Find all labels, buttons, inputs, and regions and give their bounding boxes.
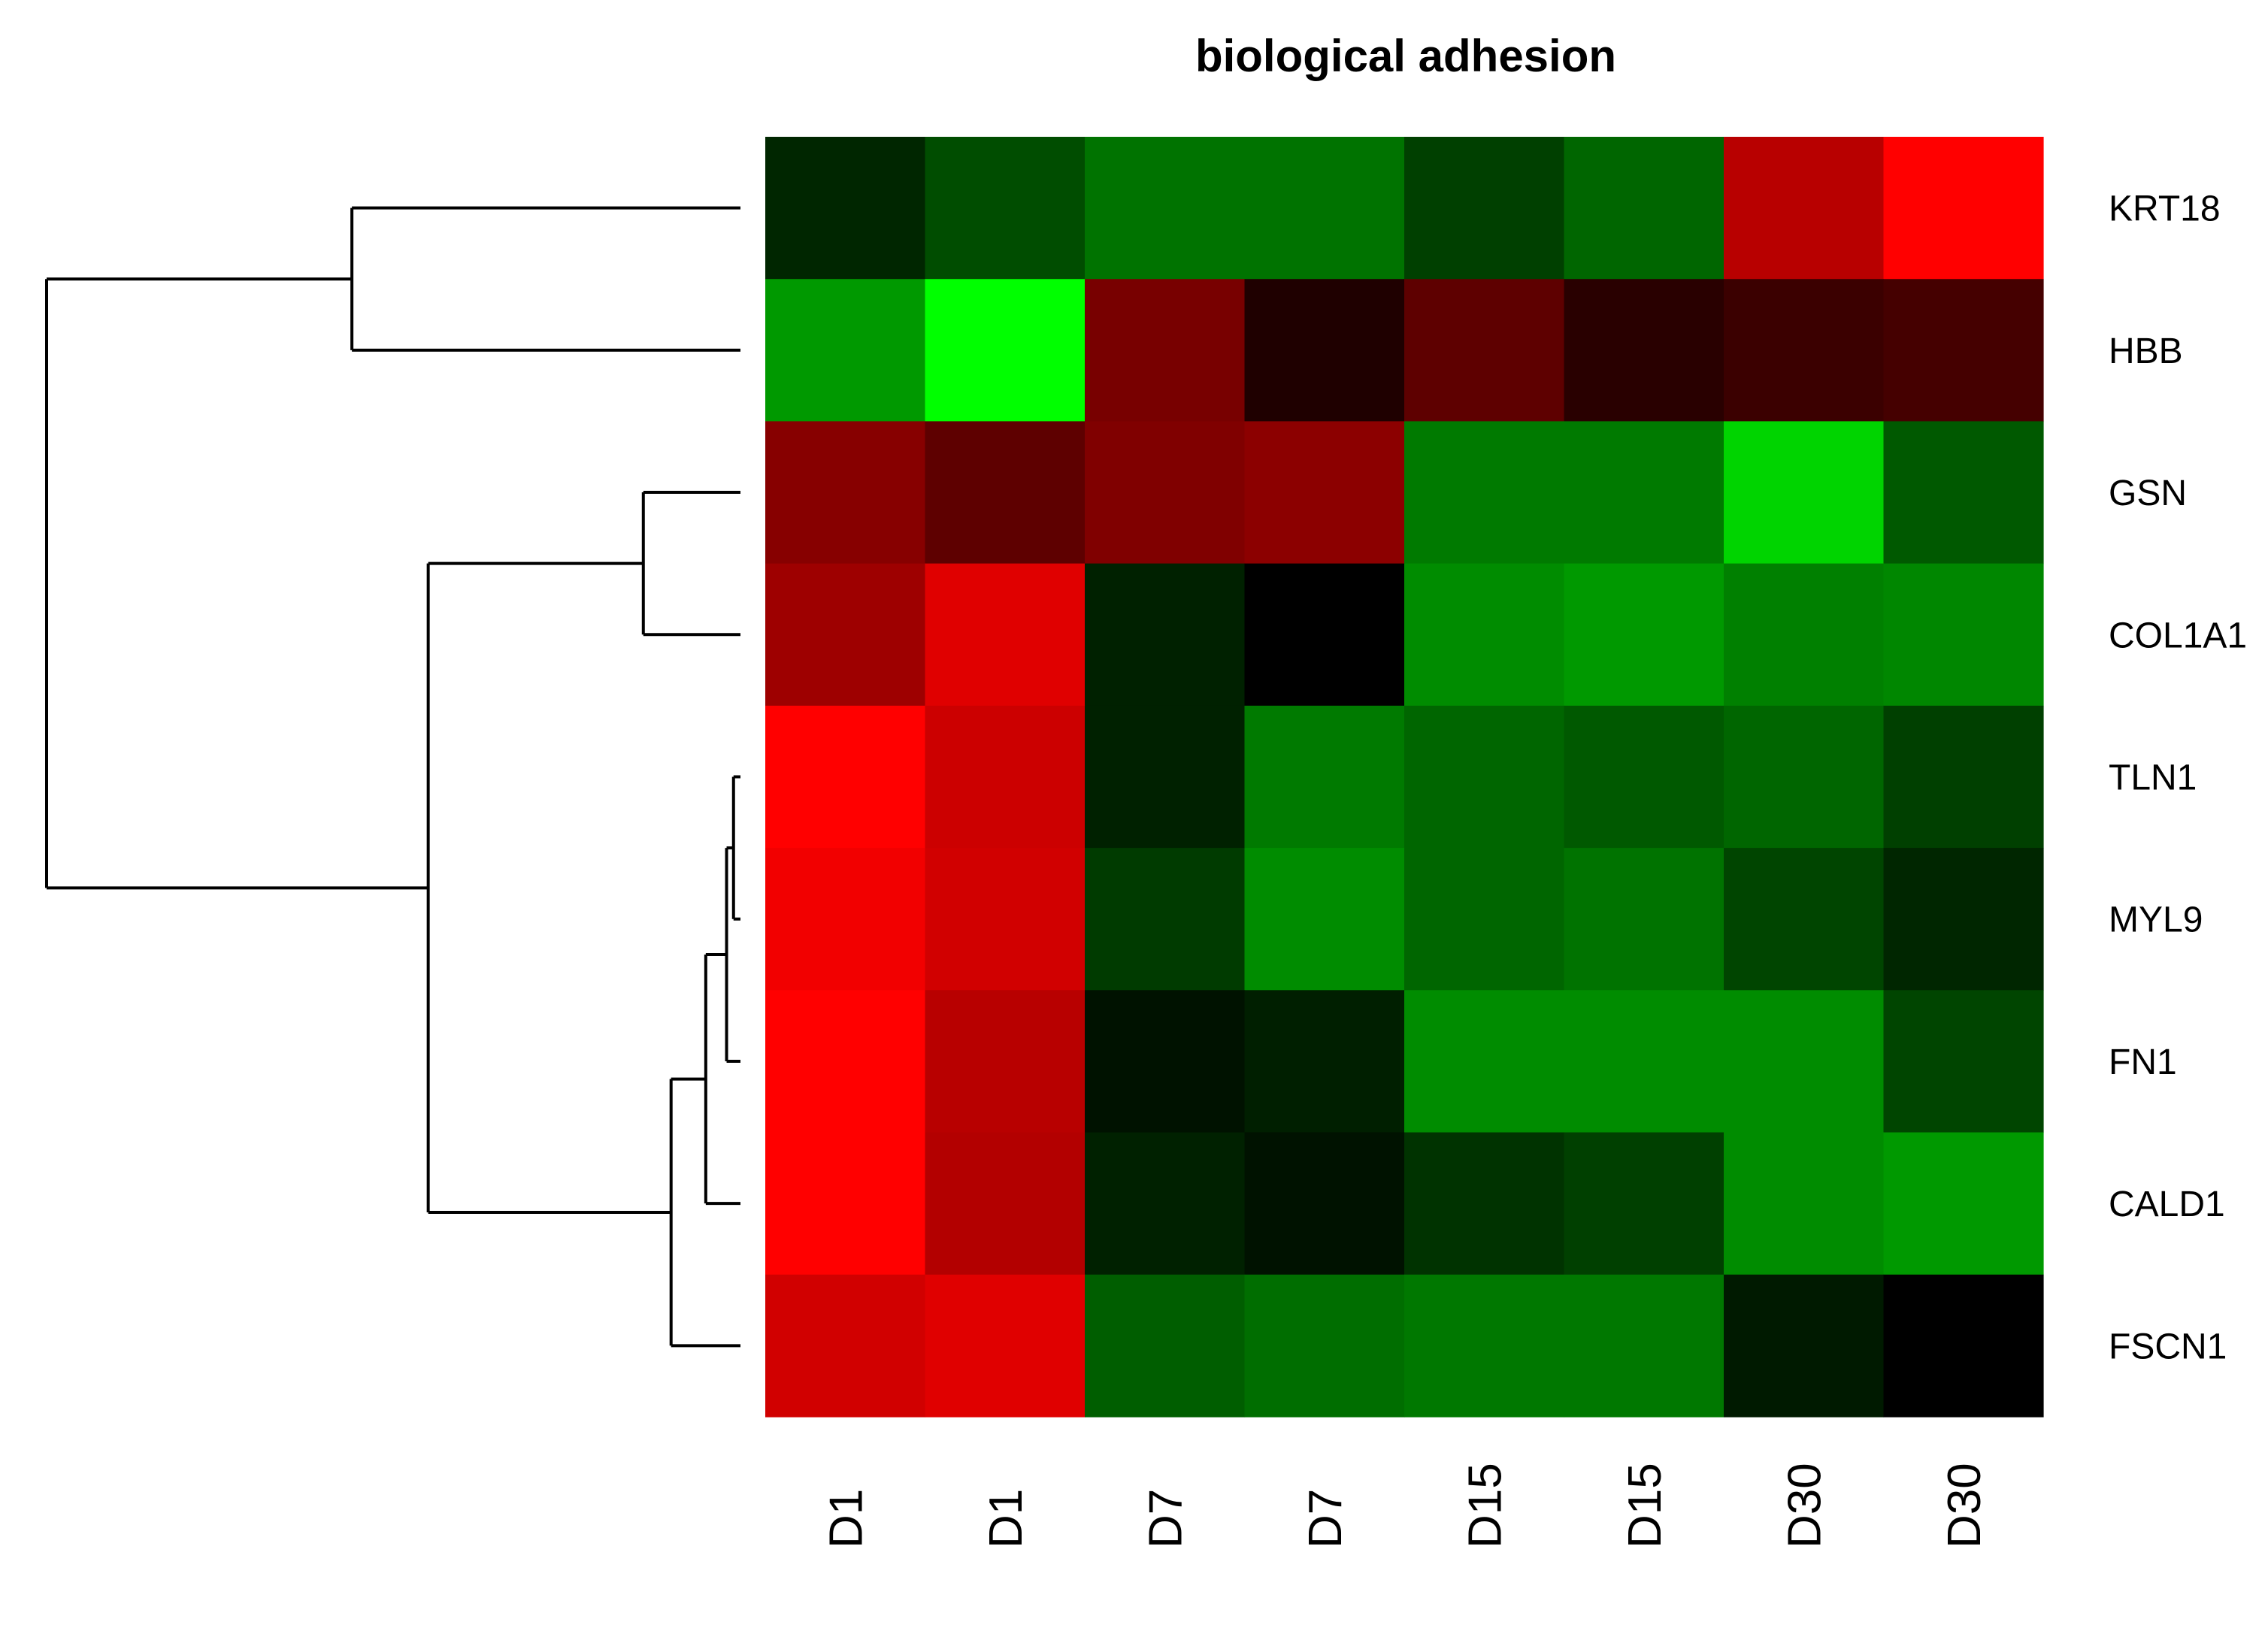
heatmap-cell (1564, 137, 1724, 280)
heatmap-cell (765, 1274, 926, 1418)
row-label: MYL9 (2109, 900, 2203, 940)
heatmap-cell (925, 279, 1086, 422)
heatmap-cell (1883, 705, 2044, 849)
column-label: D7 (1140, 1489, 1192, 1548)
heatmap-cell (925, 990, 1086, 1133)
heatmap-cell (1244, 848, 1405, 991)
heatmap-cell (1085, 563, 1246, 707)
column-label: D1 (980, 1489, 1032, 1548)
heatmap-cell (1085, 1274, 1246, 1418)
column-label: D15 (1619, 1463, 1671, 1548)
heatmap-cell (1883, 1132, 2044, 1275)
heatmap-cell (1085, 1132, 1246, 1275)
heatmap-cell (1564, 848, 1724, 991)
row-label: FN1 (2109, 1042, 2177, 1082)
heatmap-cell (1564, 990, 1724, 1133)
column-label: D15 (1459, 1463, 1511, 1548)
heatmap-cell (1244, 279, 1405, 422)
row-label: HBB (2109, 331, 2183, 371)
heatmap-cell (765, 421, 926, 564)
heatmap-cell (1404, 563, 1565, 707)
heatmap-cell (1564, 1274, 1724, 1418)
heatmap-cell (1244, 563, 1405, 707)
column-label: D30 (1939, 1463, 1991, 1548)
column-label: D30 (1779, 1463, 1830, 1548)
heatmap-cell (1404, 421, 1565, 564)
heatmap-cell (1883, 137, 2044, 280)
row-labels: KRT18 HBB GSN COL1A1 TLN1 MYL9 FN1 CALD1 FSCN1 (2109, 189, 2247, 1367)
heatmap-cell (1244, 990, 1405, 1133)
heatmap-cell (765, 1132, 926, 1275)
heatmap-cell (925, 705, 1086, 849)
heatmap-cell (925, 137, 1086, 280)
heatmap-cell (1244, 705, 1405, 849)
row-label: TLN1 (2109, 758, 2197, 798)
column-labels: D1 D1 D7 D7 D15 D15 D30 D30 (820, 1463, 1991, 1548)
heatmap-cell (1404, 279, 1565, 422)
row-label: KRT18 (2109, 189, 2221, 229)
heatmap-cell (1085, 421, 1246, 564)
heatmap-cell (1404, 1132, 1565, 1275)
heatmap-cell (765, 563, 926, 707)
heatmap-cell (925, 563, 1086, 707)
heatmap-cell (1404, 137, 1565, 280)
heatmap-cell (1564, 705, 1724, 849)
heatmap-cell (1883, 563, 2044, 707)
heatmap-cell (1564, 279, 1724, 422)
row-label: FSCN1 (2109, 1327, 2227, 1366)
heatmap-cell (765, 137, 926, 280)
heatmap-cell (1724, 137, 1885, 280)
column-label: D7 (1300, 1489, 1352, 1548)
heatmap-cell (765, 279, 926, 422)
heatmap-cell (1404, 848, 1565, 991)
row-label: GSN (2109, 474, 2187, 513)
heatmap-cell (1244, 137, 1405, 280)
heatmap-cell (1564, 563, 1724, 707)
heatmap-cell (765, 848, 926, 991)
chart-title: biological adhesion (1195, 31, 1616, 81)
heatmap-cell (1883, 990, 2044, 1133)
heatmap-cell (1085, 279, 1246, 422)
heatmap-cell (1724, 1274, 1885, 1418)
heatmap-cell (1724, 563, 1885, 707)
heatmap-cell (925, 1274, 1086, 1418)
row-dendrogram (45, 206, 740, 1348)
heatmap-cell (1085, 137, 1246, 280)
heatmap-cell (1404, 1274, 1565, 1418)
heatmap-cell (1724, 421, 1885, 564)
heatmap-cell (1724, 279, 1885, 422)
heatmap-cell (1883, 1274, 2044, 1418)
heatmap-cell (1564, 421, 1724, 564)
heatmap-cell (1883, 421, 2044, 564)
heatmap-cell (1724, 1132, 1885, 1275)
heatmap-cells (765, 137, 2044, 1418)
heatmap-cell (925, 421, 1086, 564)
column-label: D1 (820, 1489, 872, 1548)
heatmap-cell (1724, 848, 1885, 991)
row-label: COL1A1 (2109, 616, 2247, 655)
heatmap-cell (1883, 279, 2044, 422)
heatmap-cell (1724, 705, 1885, 849)
heatmap-cell (765, 990, 926, 1133)
heatmap-cell (1724, 990, 1885, 1133)
heatmap-cell (1085, 848, 1246, 991)
row-label: CALD1 (2109, 1185, 2225, 1224)
heatmap-cell (1244, 1274, 1405, 1418)
heatmap-cell (1404, 705, 1565, 849)
heatmap-cell (1564, 1132, 1724, 1275)
heatmap-cell (925, 848, 1086, 991)
heatmap-cell (1085, 990, 1246, 1133)
heatmap-cell (765, 705, 926, 849)
heatmap-cell (1244, 421, 1405, 564)
heatmap-cell (1085, 705, 1246, 849)
heatmap-cell (1404, 990, 1565, 1133)
heatmap-cell (925, 1132, 1086, 1275)
heatmap-cell (1244, 1132, 1405, 1275)
heatmap-cell (1883, 848, 2044, 991)
